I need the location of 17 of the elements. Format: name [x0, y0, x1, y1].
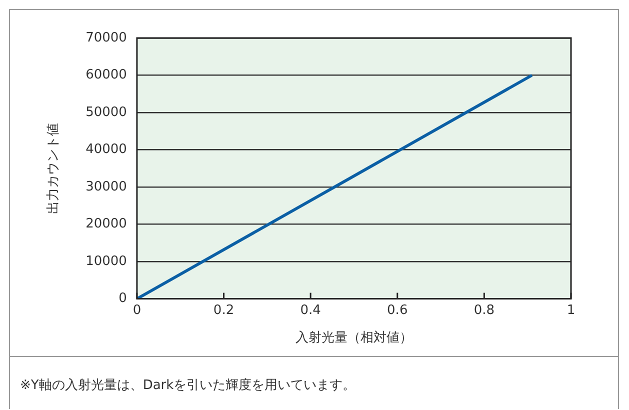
x-tick-label: 0.2 [213, 302, 234, 318]
x-tick-label: 0.8 [474, 302, 495, 318]
y-tick-label: 40000 [86, 142, 127, 158]
y-tick-label: 50000 [86, 104, 127, 120]
x-tick-label: 0.4 [300, 302, 321, 318]
x-tick-label: 0 [132, 302, 142, 318]
y-tick-label: 20000 [86, 216, 127, 232]
x-axis-title: 入射光量（相対値） [295, 330, 412, 346]
y-tick-label: 0 [118, 291, 127, 306]
y-tick-label: 30000 [86, 179, 127, 194]
x-tick-label: 0.6 [387, 302, 408, 318]
y-tick-label: 10000 [86, 254, 127, 269]
y-tick-label: 60000 [86, 68, 127, 83]
y-tick-label: 70000 [86, 30, 127, 46]
x-tick-label: 1 [566, 302, 576, 318]
text: ※Y軸の入射光量は、Darkを引いた輝度を用いています。 [20, 377, 356, 394]
y-axis-title: 出力カウント値 [46, 122, 62, 214]
